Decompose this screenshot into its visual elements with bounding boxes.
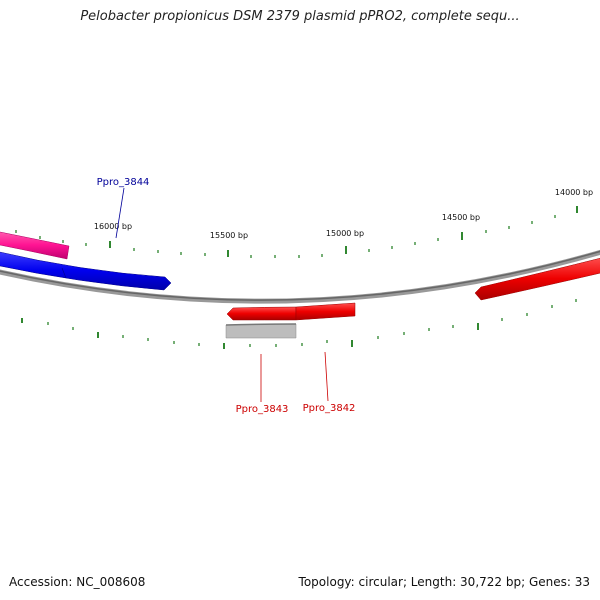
gene-feature-ppro-3843[interactable]	[226, 306, 297, 321]
gene-label-ppro-3844[interactable]: Ppro_3844	[97, 177, 150, 188]
gene-feature-pink[interactable]	[0, 231, 70, 260]
gene-feature-right-red[interactable]	[474, 257, 600, 301]
tick-label-14500: 14500 bp	[442, 213, 480, 222]
backbone-circle	[0, 249, 600, 304]
tick-label-15500: 15500 bp	[210, 231, 248, 240]
gene-feature-ppro-3844[interactable]	[0, 251, 172, 291]
tick-label-14000: 14000 bp	[555, 188, 593, 197]
inner-tick-ring	[21, 299, 577, 349]
map-title: Pelobacter propionicus DSM 2379 plasmid …	[80, 9, 520, 24]
accession-text: Accession: NC_008608	[9, 575, 146, 589]
gene-feature-ppro-3842[interactable]	[295, 302, 356, 321]
gene-boundary	[61, 267, 67, 279]
label-leader-ppro-3844	[115, 187, 125, 239]
gene-label-ppro-3842[interactable]: Ppro_3842	[303, 403, 356, 414]
tick-label-16000: 16000 bp	[94, 222, 132, 231]
label-leader-ppro-3842	[324, 351, 329, 402]
topology-summary: Topology: circular; Length: 30,722 bp; G…	[298, 575, 590, 589]
gene-label-ppro-3843[interactable]: Ppro_3843	[236, 404, 289, 415]
outer-tick-ring	[15, 206, 578, 258]
gray-feature[interactable]	[225, 323, 297, 339]
tick-label-15000: 15000 bp	[326, 229, 364, 238]
